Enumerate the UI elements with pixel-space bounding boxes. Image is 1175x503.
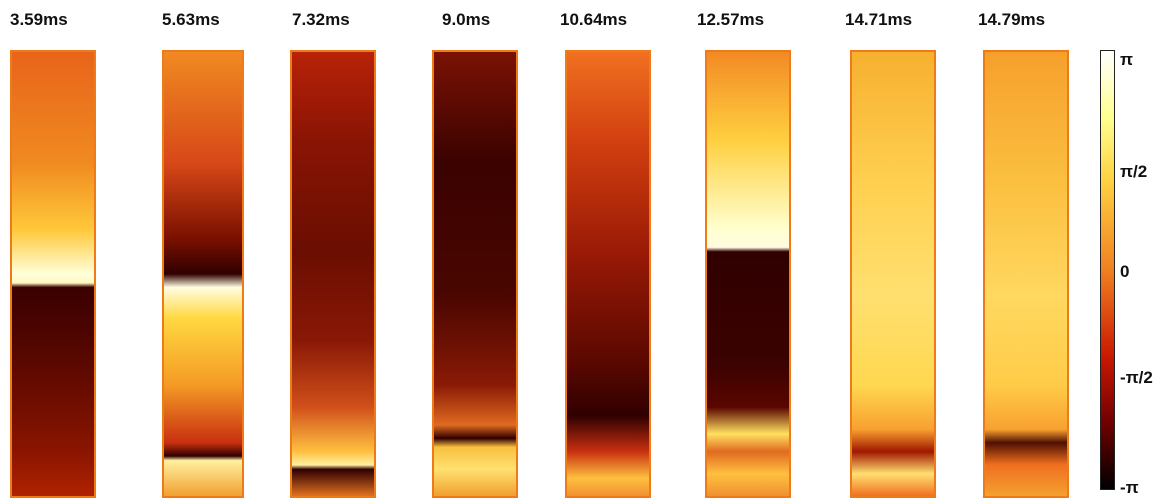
phase-map	[850, 50, 936, 498]
colorbar-tick: -π	[1120, 478, 1139, 497]
time-label: 10.64ms	[560, 10, 628, 29]
time-label: 14.79ms	[978, 10, 1046, 29]
phase-map	[10, 50, 96, 498]
phase-map	[565, 50, 651, 498]
time-label: 12.57ms	[697, 10, 765, 29]
colorbar	[1100, 50, 1115, 490]
phase-map	[432, 50, 518, 498]
time-label: 3.59ms	[10, 10, 68, 29]
time-label: 7.32ms	[292, 10, 350, 29]
colorbar-tick: -π/2	[1120, 368, 1153, 387]
phase-map	[162, 50, 244, 498]
colorbar-tick: 0	[1120, 262, 1130, 281]
colorbar-tick: π/2	[1120, 162, 1148, 181]
time-label: 9.0ms	[442, 10, 491, 29]
phase-map	[983, 50, 1069, 498]
time-label: 14.71ms	[845, 10, 913, 29]
phase-map	[290, 50, 376, 498]
time-label: 5.63ms	[162, 10, 220, 29]
phase-map	[705, 50, 791, 498]
colorbar-tick: π	[1120, 50, 1134, 69]
